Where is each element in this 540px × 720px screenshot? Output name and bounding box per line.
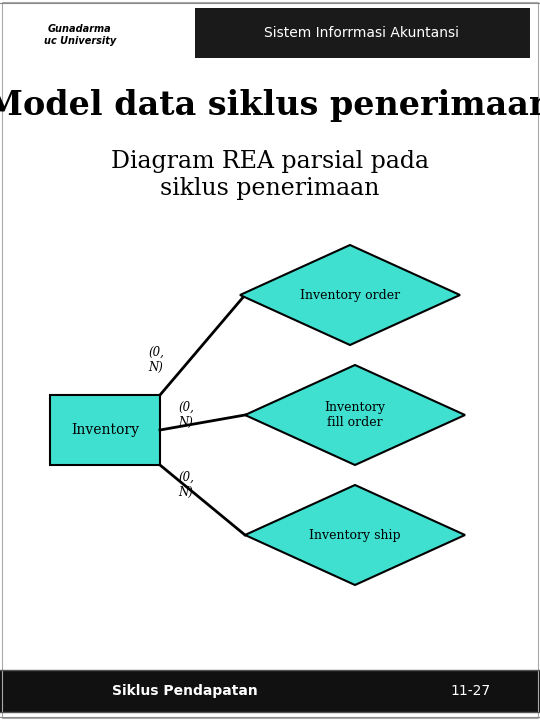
Text: Inventory order: Inventory order	[300, 289, 400, 302]
Text: Inventory ship: Inventory ship	[309, 528, 401, 541]
Text: (0,
N): (0, N)	[148, 346, 164, 374]
Text: Inventory
fill order: Inventory fill order	[325, 401, 386, 429]
Polygon shape	[245, 485, 465, 585]
Bar	[0, 670, 540, 712]
Text: Diagram REA parsial pada
siklus penerimaan: Diagram REA parsial pada siklus penerima…	[111, 150, 429, 199]
Text: Gunadarma
uc University: Gunadarma uc University	[44, 24, 116, 46]
Polygon shape	[245, 365, 465, 465]
Bar	[50, 395, 160, 465]
Text: 11-27: 11-27	[450, 684, 490, 698]
Text: Sistem Inforrmasi Akuntansi: Sistem Inforrmasi Akuntansi	[265, 26, 460, 40]
Text: Model data siklus penerimaan: Model data siklus penerimaan	[0, 89, 540, 122]
Bar	[195, 8, 530, 58]
Polygon shape	[240, 245, 460, 345]
Text: (0,
N): (0, N)	[178, 401, 194, 429]
Text: Inventory: Inventory	[71, 423, 139, 437]
Text: Siklus Pendapatan: Siklus Pendapatan	[112, 684, 258, 698]
Text: (0,
N): (0, N)	[178, 471, 194, 499]
